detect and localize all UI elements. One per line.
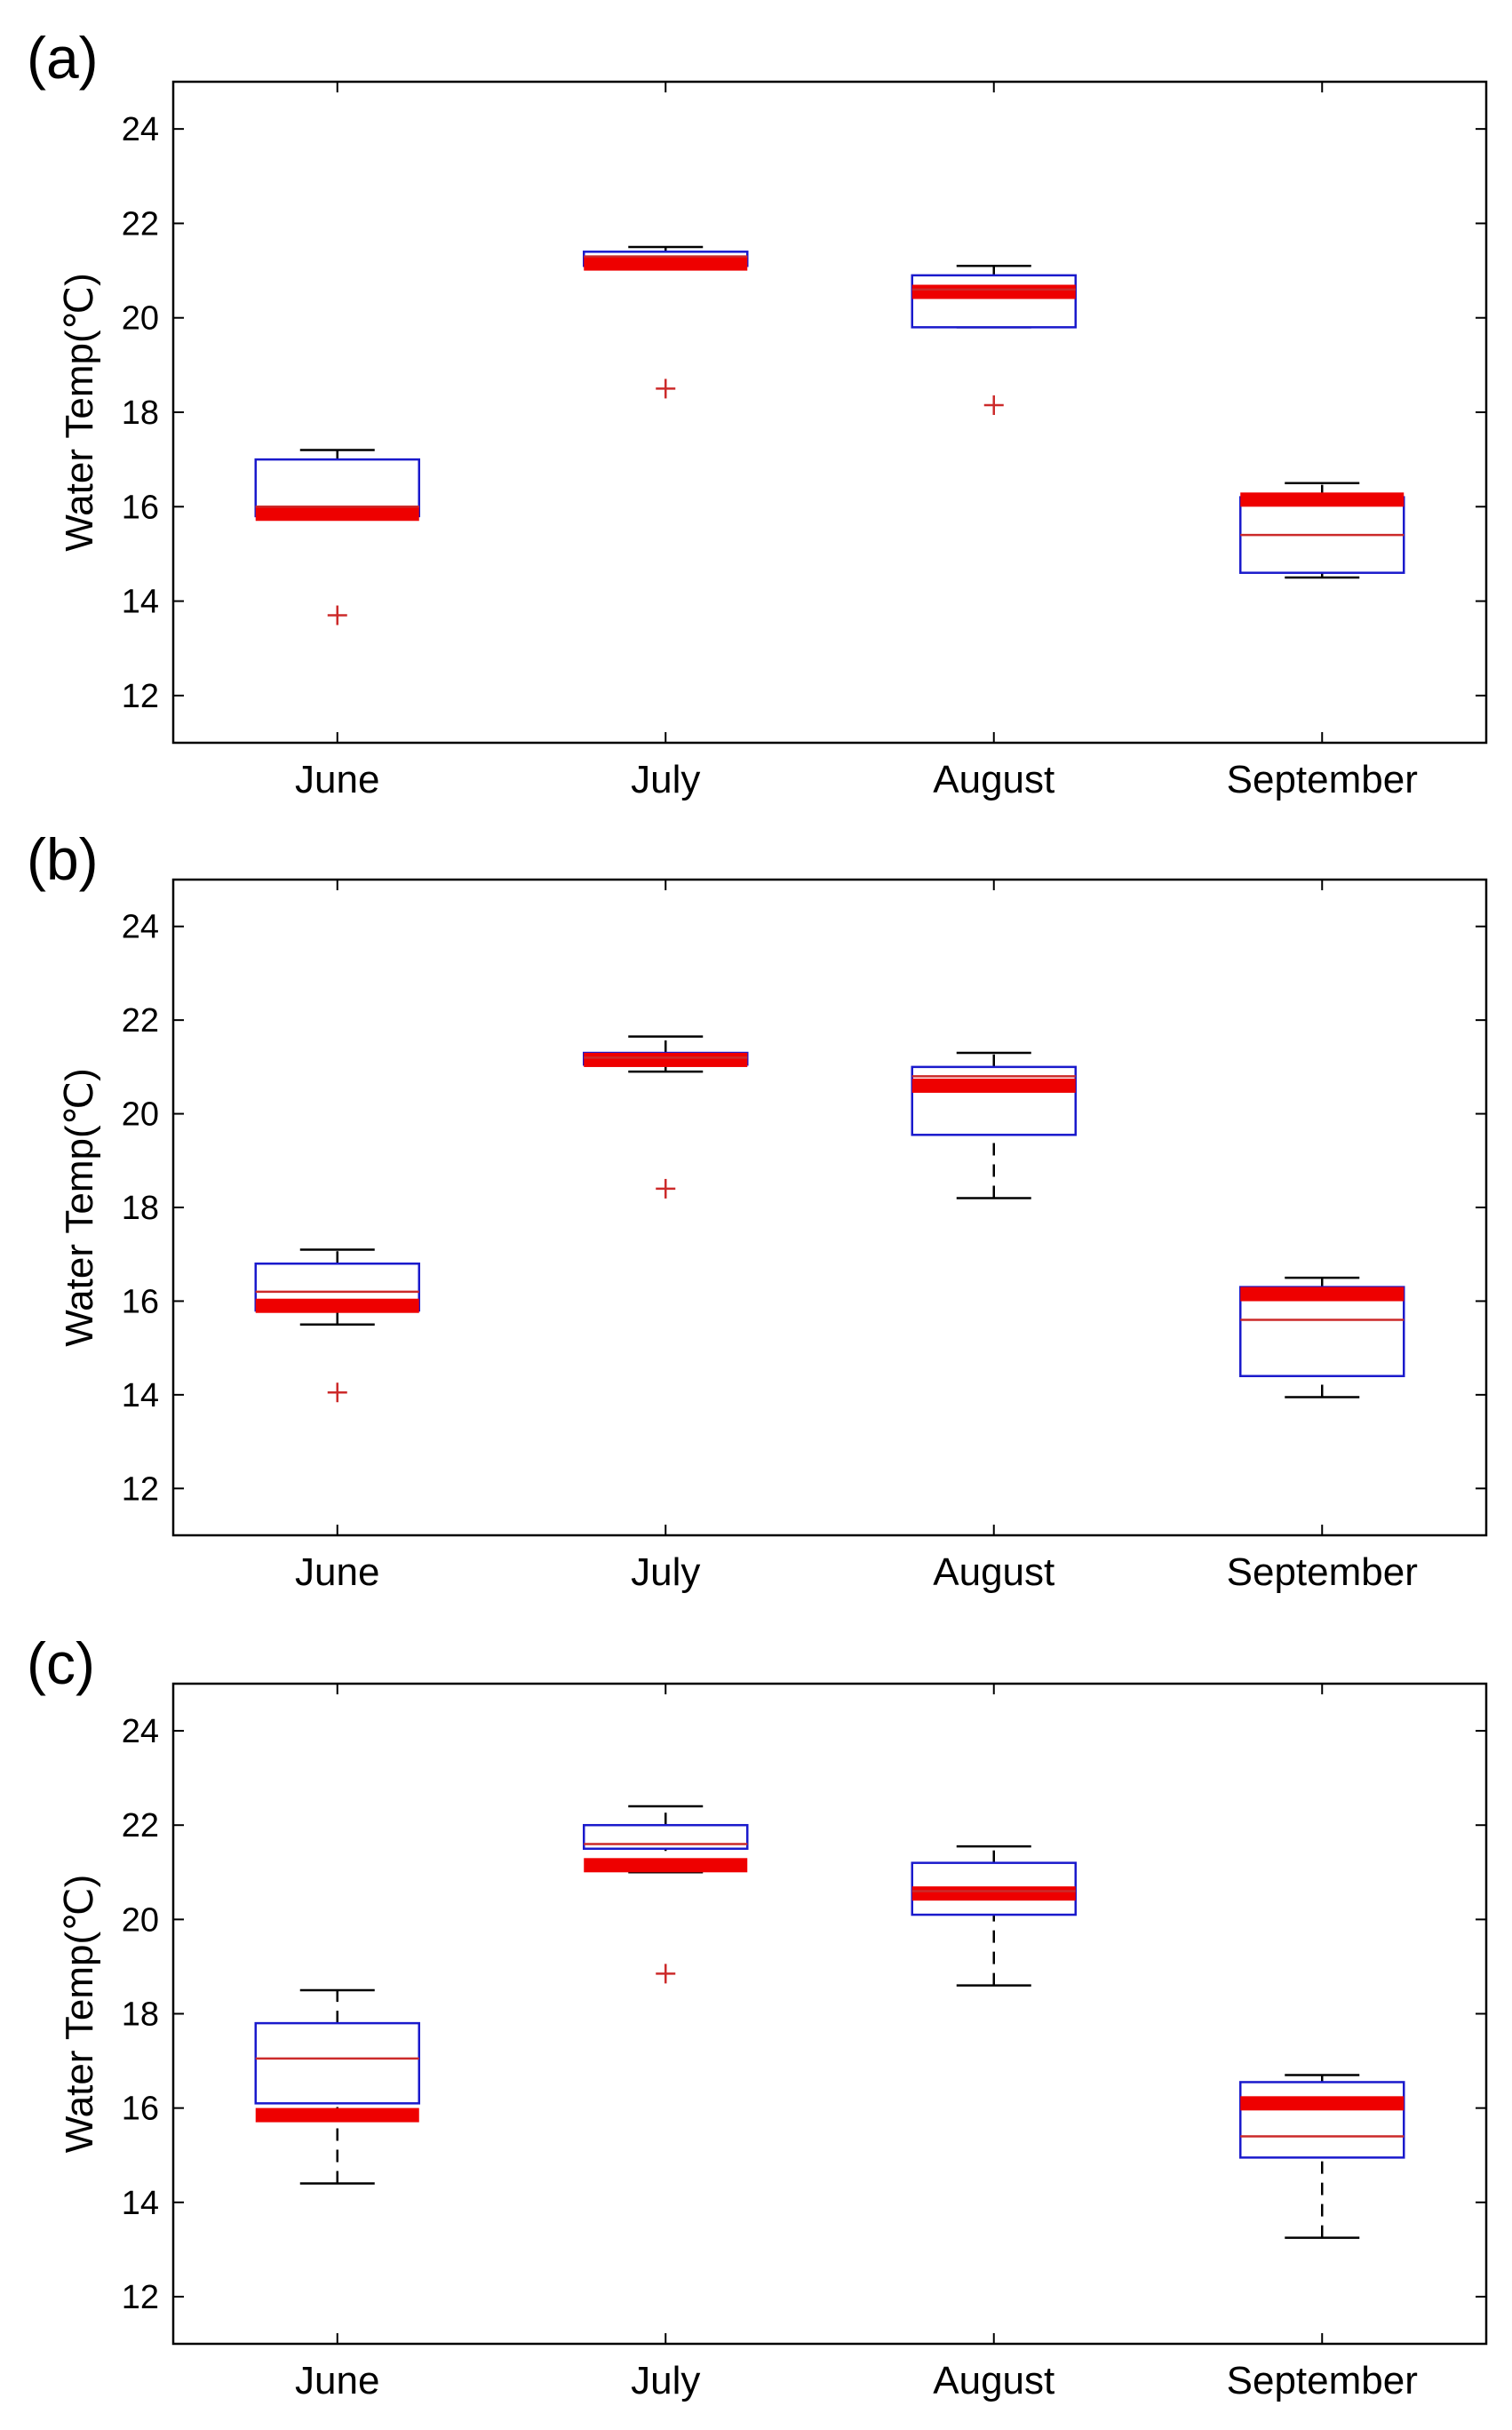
highlight-bar (911, 1078, 1076, 1093)
y-tick-label: 24 (122, 1713, 159, 1750)
y-tick-label: 20 (122, 300, 159, 338)
x-category-label: July (631, 758, 700, 801)
x-category-label: June (295, 1550, 379, 1594)
highlight-bar (1240, 2096, 1405, 2111)
x-category-label: June (295, 758, 379, 801)
outlier-marker (656, 378, 676, 399)
y-tick-label: 18 (122, 394, 159, 432)
iqr-box (911, 1065, 1077, 1136)
y-tick-label: 22 (122, 1002, 159, 1040)
x-category-label: September (1227, 1550, 1418, 1594)
iqr-box (254, 2021, 420, 2105)
y-tick-label: 22 (122, 1807, 159, 1844)
y-tick-label: 16 (122, 1283, 159, 1320)
y-tick-label: 12 (122, 1470, 159, 1508)
y-tick-label: 18 (122, 1190, 159, 1227)
y-axis-title: Water Temp(℃) (58, 273, 101, 551)
highlight-bar (1240, 492, 1405, 507)
panel-a: (a) 12 14 16 18 20 22 24 Water Temp(℃) June July Au… (27, 25, 1488, 801)
highlight-bar (911, 1886, 1076, 1901)
y-tick-label: 24 (122, 111, 159, 148)
y-tick-label: 20 (122, 1901, 159, 1939)
x-category-label: August (933, 1550, 1054, 1594)
axes-frame (171, 1682, 1488, 2346)
iqr-box (1239, 1286, 1405, 1378)
y-tick-label: 14 (122, 1377, 159, 1414)
y-tick-label: 14 (122, 2185, 159, 2222)
panel-b: (b) 12 14 16 18 20 22 24 Water Temp(℃) June July Au… (27, 826, 1488, 1594)
y-tick-label: 22 (122, 205, 159, 243)
outlier-marker (656, 1964, 676, 1984)
panel-label: (c) (27, 1630, 95, 1696)
y-tick-label: 16 (122, 489, 159, 526)
panel-c: (c) 12 14 16 18 20 22 24 Water Temp(℃) June July Au… (27, 1630, 1488, 2402)
iqr-box (583, 1823, 749, 1851)
y-axis-title: Water Temp(℃) (58, 1875, 101, 2153)
highlight-bar (1240, 1287, 1405, 1302)
highlight-bar (255, 506, 419, 522)
x-category-label: September (1227, 2359, 1418, 2402)
outlier-marker (656, 1178, 676, 1199)
highlight-bar (255, 2107, 419, 2123)
y-tick-label: 24 (122, 909, 159, 946)
highlight-bar (584, 1858, 748, 1873)
y-tick-label: 14 (122, 584, 159, 621)
x-category-label: August (933, 2359, 1054, 2402)
y-axis-title: Water Temp(℃) (58, 1068, 101, 1346)
outlier-marker (327, 605, 347, 625)
x-category-label: June (295, 2359, 379, 2402)
x-category-label: July (631, 1550, 700, 1594)
y-tick-label: 12 (122, 2279, 159, 2316)
y-tick-label: 20 (122, 1096, 159, 1134)
x-category-label: July (631, 2359, 700, 2402)
iqr-box (911, 274, 1077, 329)
axes-frame (171, 878, 1488, 1537)
outlier-marker (983, 395, 1004, 416)
highlight-bar (584, 256, 748, 271)
panel-label: (b) (27, 826, 99, 892)
panel-label: (a) (27, 25, 99, 91)
highlight-bar (584, 1052, 748, 1067)
y-tick-label: 18 (122, 1996, 159, 2034)
x-category-label: August (933, 758, 1054, 801)
highlight-bar (255, 1298, 419, 1313)
outlier-marker (327, 1382, 347, 1403)
y-tick-label: 12 (122, 678, 159, 715)
y-tick-label: 16 (122, 2091, 159, 2128)
axes-frame (171, 80, 1488, 745)
x-category-label: September (1227, 758, 1418, 801)
iqr-box (1239, 2081, 1405, 2159)
highlight-bar (911, 284, 1076, 299)
